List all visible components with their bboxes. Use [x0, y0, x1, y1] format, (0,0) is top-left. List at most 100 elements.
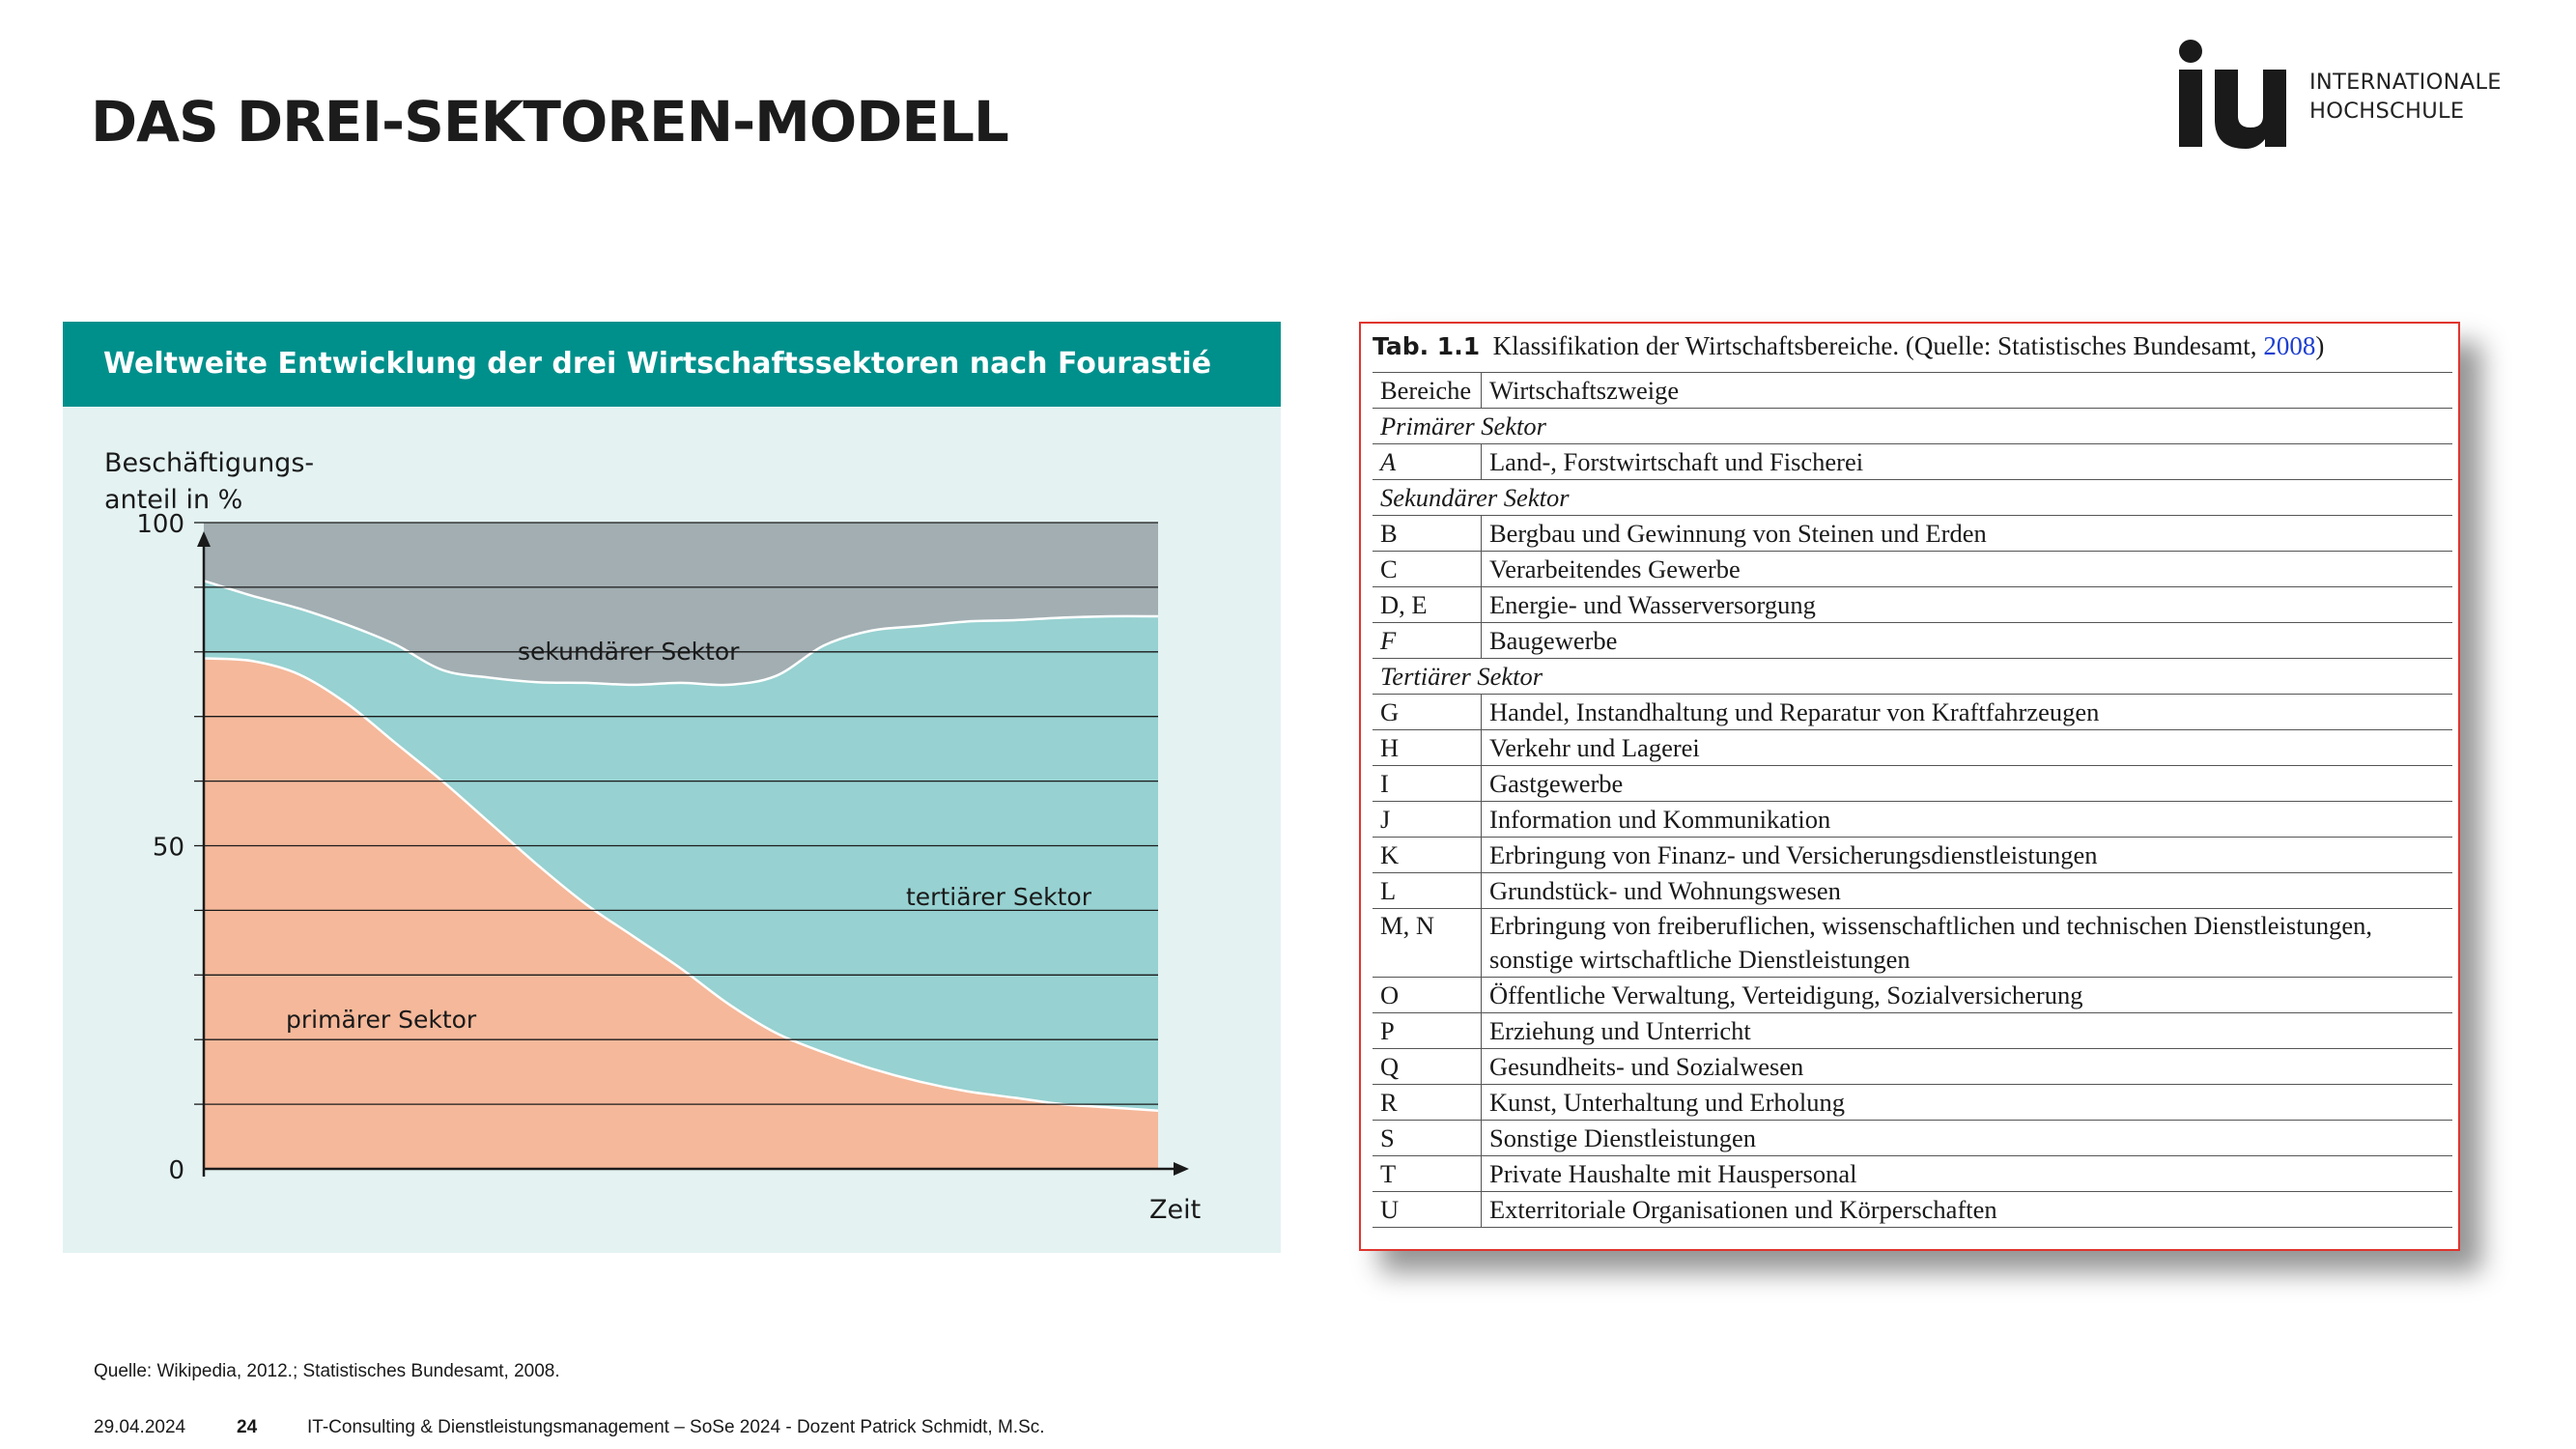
- slide-title: DAS DREI-SEKTOREN-MODELL: [91, 89, 1009, 155]
- branch-name: Kunst, Unterhaltung und Erholung: [1489, 1088, 1846, 1117]
- iu-logo-icon: [2179, 40, 2286, 149]
- table-cell-branch: Exterritoriale Organisationen und Körper…: [1481, 1191, 2452, 1228]
- table-row: D, E Energie- und Wasserversorgung: [1373, 586, 2452, 623]
- table-cell-code: I: [1373, 765, 1482, 802]
- footer-date: 29.04.2024: [94, 1417, 186, 1437]
- table-row: F Baugewerbe: [1373, 622, 2452, 659]
- table-cell-code: O: [1373, 977, 1482, 1013]
- branch-name: Gesundheits- und Sozialwesen: [1489, 1052, 1804, 1081]
- table-cell-code: C: [1373, 551, 1482, 587]
- table-caption-text: Klassifikation der Wirtschaftsbereiche. …: [1492, 331, 2264, 360]
- x-axis-arrow: [1174, 1162, 1189, 1176]
- classification-table: Bereiche Wirtschaftszweige Primärer Sekt…: [1373, 372, 2452, 1228]
- table-cell-code: K: [1373, 837, 1482, 873]
- iu-logo: INTERNATIONALE HOCHSCHULE: [2178, 37, 2506, 162]
- table-cell-branch: Information und Kommunikation: [1481, 801, 2452, 838]
- sector-heading: Sekundärer Sektor: [1373, 479, 2452, 516]
- branch-name: Baugewerbe: [1489, 626, 1618, 655]
- table-cell-branch: Grundstück- und Wohnungswesen: [1481, 872, 2452, 909]
- chart-axes: [197, 531, 1189, 1177]
- branch-name: Erbringung von freiberuflichen, wissensc…: [1489, 911, 2372, 940]
- table-row: G Handel, Instandhaltung und Reparatur vo…: [1373, 694, 2452, 730]
- y-tick-label: 0: [168, 1156, 184, 1185]
- series-label-primary: primärer Sektor: [286, 1006, 477, 1034]
- table-cell-branch: Gastgewerbe: [1481, 765, 2452, 802]
- sector-heading: Tertiärer Sektor: [1373, 658, 2452, 695]
- table-cell-code: R: [1373, 1084, 1482, 1121]
- area-primary-sector: [204, 658, 1158, 1169]
- footer-course: IT-Consulting & Dienstleistungsmanagemen…: [307, 1417, 1045, 1437]
- table-cell-code: B: [1373, 515, 1482, 552]
- table-row: M, N Erbringung von freiberuflichen, wiss…: [1373, 908, 2452, 978]
- branch-name: Land-, Forstwirtschaft und Fischerei: [1489, 447, 1864, 476]
- branch-name: Energie- und Wasserversorgung: [1489, 590, 1816, 619]
- branch-name: Grundstück- und Wohnungswesen: [1489, 876, 1841, 905]
- table-cell-code: T: [1373, 1155, 1482, 1192]
- branch-name: Handel, Instandhaltung und Reparatur von…: [1489, 697, 2100, 726]
- branch-name: Bergbau und Gewinnung von Steinen und Er…: [1489, 519, 1987, 548]
- table-row: Q Gesundheits- und Sozialwesen: [1373, 1048, 2452, 1085]
- branch-name: Erbringung von Finanz- und Versicherungs…: [1489, 840, 2098, 869]
- table-row: U Exterritoriale Organisationen und Körpe…: [1373, 1191, 2452, 1228]
- chart-tick-labels: 100 50 0: [136, 510, 184, 1185]
- branch-name: Exterritoriale Organisationen und Körper…: [1489, 1195, 1997, 1224]
- table-cell-branch: Erbringung von freiberuflichen, wissensc…: [1481, 908, 2452, 978]
- series-label-secondary: sekundärer Sektor: [518, 638, 740, 666]
- table-cell-code: D, E: [1373, 586, 1482, 623]
- table-cell-code: A: [1373, 443, 1482, 480]
- chart-gridlines: [194, 522, 1158, 1105]
- table-cell-code: P: [1373, 1012, 1482, 1049]
- table-cell-code: M, N: [1373, 908, 1482, 978]
- table-cell-branch: Erziehung und Unterricht: [1481, 1012, 2452, 1049]
- chart-boundaries: [203, 580, 1159, 1113]
- branch-name: Sonstige Dienstleistungen: [1489, 1123, 1757, 1152]
- branch-name: Öffentliche Verwaltung, Verteidigung, So…: [1489, 980, 2083, 1009]
- table-caption-year-link[interactable]: 2008: [2263, 331, 2316, 360]
- table-row: S Sonstige Dienstleistungen: [1373, 1120, 2452, 1156]
- table-row: T Private Haushalte mit Hauspersonal: [1373, 1155, 2452, 1192]
- table-cell-code: L: [1373, 872, 1482, 909]
- logo-text-line1: INTERNATIONALE: [2309, 70, 2502, 95]
- table-caption-end: ): [2315, 331, 2325, 360]
- table-cell-code: F: [1373, 622, 1482, 659]
- sector-chart-panel: Weltweite Entwicklung der drei Wirtschaf…: [63, 322, 1281, 1253]
- table-row: H Verkehr und Lagerei: [1373, 729, 2452, 766]
- table-caption: Tab. 1.1 Klassifikation der Wirtschaftsb…: [1373, 331, 2324, 361]
- table-cell-branch: Land-, Forstwirtschaft und Fischerei: [1481, 443, 2452, 480]
- table-cell-code: S: [1373, 1120, 1482, 1156]
- y-tick-label: 100: [136, 510, 184, 539]
- series-boundary-line: [203, 580, 1159, 687]
- branch-name: Erziehung und Unterricht: [1489, 1016, 1751, 1045]
- table-cell-code: Q: [1373, 1048, 1482, 1085]
- y-tick-label: 50: [153, 834, 184, 863]
- table-cell-branch: Verkehr und Lagerei: [1481, 729, 2452, 766]
- table-cell-branch: Öffentliche Verwaltung, Verteidigung, So…: [1481, 977, 2452, 1013]
- x-axis-label: Zeit: [1149, 1195, 1201, 1225]
- table-cell-branch: Sonstige Dienstleistungen: [1481, 1120, 2452, 1156]
- table-cell-branch: Kunst, Unterhaltung und Erholung: [1481, 1084, 2452, 1121]
- y-axis-label-line1: Beschäftigungs-: [104, 448, 314, 478]
- branch-name: Private Haushalte mit Hauspersonal: [1489, 1159, 1857, 1188]
- column-header-wirtschaftszweige: Wirtschaftszweige: [1481, 372, 2452, 409]
- table-sector-row: Sekundärer Sektor: [1373, 479, 2452, 516]
- source-note: Quelle: Wikipedia, 2012.; Statistisches …: [94, 1361, 560, 1381]
- y-axis-arrow: [197, 531, 211, 547]
- table-row: C Verarbeitendes Gewerbe: [1373, 551, 2452, 587]
- table-row: L Grundstück- und Wohnungswesen: [1373, 872, 2452, 909]
- table-row: J Information und Kommunikation: [1373, 801, 2452, 838]
- table-cell-branch: Baugewerbe: [1481, 622, 2452, 659]
- table-cell-branch: Bergbau und Gewinnung von Steinen und Er…: [1481, 515, 2452, 552]
- table-row: K Erbringung von Finanz- und Versicherung…: [1373, 837, 2452, 873]
- branch-name: Verarbeitendes Gewerbe: [1489, 554, 1741, 583]
- branch-name: Verkehr und Lagerei: [1489, 733, 1700, 762]
- table-cell-branch: Gesundheits- und Sozialwesen: [1481, 1048, 2452, 1085]
- chart-title: Weltweite Entwicklung der drei Wirtschaf…: [63, 322, 1281, 407]
- table-cell-branch: Verarbeitendes Gewerbe: [1481, 551, 2452, 587]
- table-caption-label: Tab. 1.1: [1373, 332, 1481, 360]
- series-boundary-line: [203, 657, 1159, 1113]
- branch-name: Information und Kommunikation: [1489, 805, 1831, 834]
- table-cell-code: H: [1373, 729, 1482, 766]
- table-cell-branch: Handel, Instandhaltung und Reparatur von…: [1481, 694, 2452, 730]
- table-sector-row: Tertiärer Sektor: [1373, 658, 2452, 695]
